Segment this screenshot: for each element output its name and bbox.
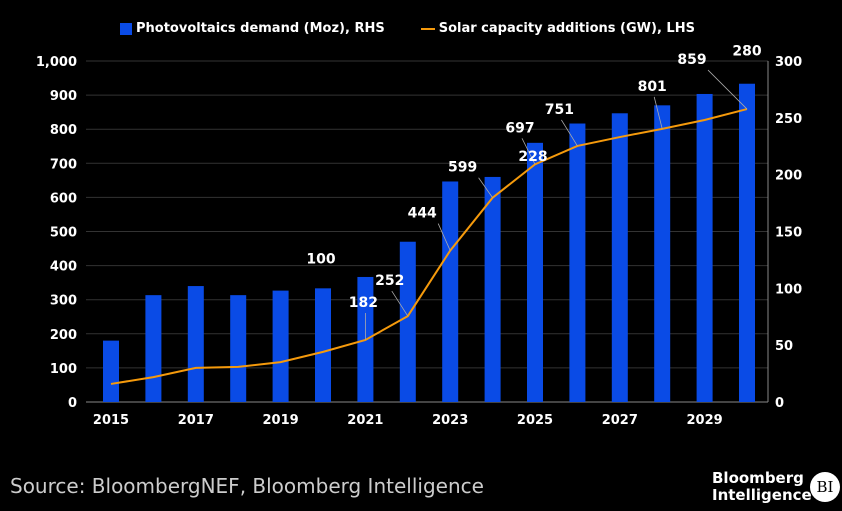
x-tick-label: 2027: [602, 413, 638, 428]
left-tick-label: 900: [50, 89, 77, 104]
data-label: 100: [306, 251, 335, 267]
label-leader: [478, 177, 493, 198]
legend-item-bars: Photovoltaics demand (Moz), RHS: [120, 21, 385, 36]
left-tick-label: 400: [50, 260, 77, 275]
bar: [696, 93, 713, 403]
left-tick-label: 700: [50, 157, 77, 172]
source-note: Source: BloombergNEF, Bloomberg Intellig…: [10, 474, 484, 498]
right-tick-label: 250: [775, 112, 802, 127]
bi-badge-icon: BI: [810, 472, 840, 502]
label-leader: [561, 119, 578, 147]
bloomberg-logo: Bloomberg Intelligence: [712, 470, 812, 504]
right-tick-label: 200: [775, 169, 802, 184]
legend-item-line: Solar capacity additions (GW), LHS: [420, 21, 695, 36]
right-tick-label: 100: [775, 282, 802, 297]
bar: [569, 123, 586, 403]
bar: [103, 340, 119, 402]
data-label: 252: [375, 273, 404, 289]
left-tick-label: 100: [50, 362, 77, 377]
x-tick-label: 2015: [93, 413, 129, 428]
left-tick-label: 300: [50, 294, 77, 309]
right-tick-label: 0: [775, 396, 784, 411]
bar: [484, 176, 501, 402]
chart: 0 100 200 300 400 500 600 700 800 900 1,000 0 50 100 1…: [36, 44, 802, 428]
legend-swatch-bar: [120, 22, 132, 35]
bar: [739, 83, 755, 402]
label-leader: [437, 223, 451, 251]
left-tick-label: 600: [50, 191, 77, 206]
bar: [230, 295, 247, 402]
bar: [611, 113, 628, 402]
data-label: 599: [448, 160, 477, 176]
right-tick-label: 50: [775, 339, 793, 354]
left-tick-label: 800: [50, 123, 77, 138]
bar: [442, 181, 459, 402]
data-label: 697: [505, 120, 534, 136]
x-tick-label: 2017: [178, 413, 214, 428]
bar: [145, 295, 162, 402]
bar: [654, 105, 671, 402]
line-series: [110, 108, 748, 385]
data-label: 280: [732, 44, 761, 60]
bar: [272, 290, 289, 402]
bar: [187, 286, 204, 402]
data-label: 182: [349, 295, 378, 311]
data-label: 751: [545, 102, 574, 118]
x-tick-label: 2029: [687, 413, 723, 428]
left-tick-label: 1,000: [36, 55, 77, 70]
x-tick-label: 2023: [432, 413, 468, 428]
logo-line1: Bloomberg: [712, 469, 804, 487]
left-tick-label: 500: [50, 226, 77, 241]
bar: [315, 288, 331, 402]
label-leader: [521, 138, 536, 165]
logo-line2: Intelligence: [712, 486, 812, 504]
x-tick-label: 2019: [263, 413, 299, 428]
data-label: 859: [677, 52, 706, 68]
data-label: 228: [518, 149, 547, 165]
legend-swatch-line: [420, 27, 435, 30]
left-tick-label: 0: [68, 396, 77, 411]
legend: Photovoltaics demand (Moz), RHS Solar ca…: [120, 21, 695, 36]
bar: [399, 241, 416, 402]
legend-label: Solar capacity additions (GW), LHS: [438, 21, 695, 36]
x-tick-label: 2025: [517, 413, 553, 428]
label-leader: [653, 96, 663, 129]
bar: [527, 142, 543, 402]
right-tick-label: 150: [775, 226, 802, 241]
label-leader: [391, 290, 409, 317]
right-tick-label: 300: [775, 55, 802, 70]
data-label: 801: [638, 79, 667, 95]
legend-label: Photovoltaics demand (Moz), RHS: [136, 21, 385, 36]
data-label: 444: [408, 206, 437, 222]
x-tick-label: 2021: [347, 413, 383, 428]
label-leader: [707, 69, 748, 110]
left-tick-label: 200: [50, 328, 77, 343]
